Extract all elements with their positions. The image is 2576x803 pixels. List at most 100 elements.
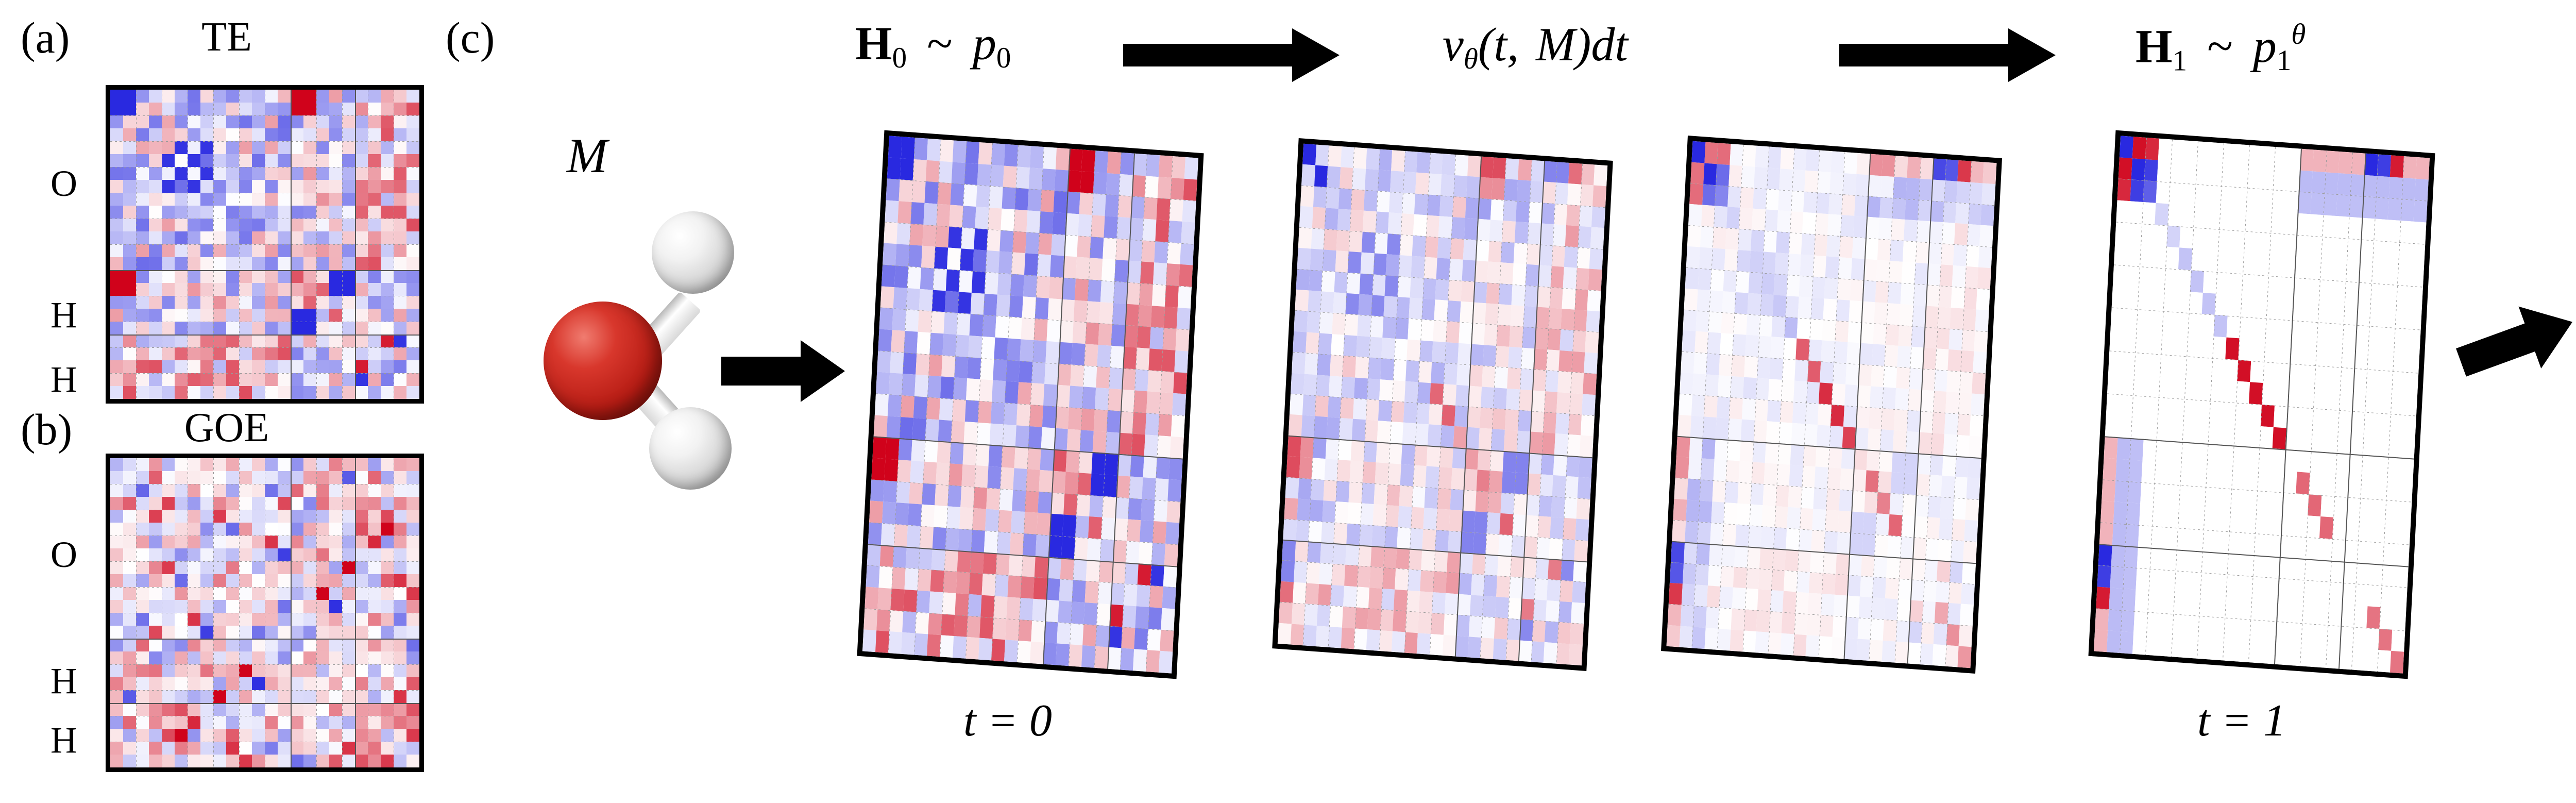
heatmap-cell [1406,590,1420,612]
heatmap-cell [316,523,329,536]
heatmap-cell [188,471,200,484]
heatmap-cell [2368,326,2382,349]
heatmap-cell [226,193,239,206]
heatmap-cell [2240,554,2254,577]
heatmap-cell [1519,619,1533,641]
heatmap-cell [1742,144,1756,167]
heatmap-cell [1309,499,1324,522]
heatmap-cell [1335,480,1350,503]
heatmap-cell [149,309,162,322]
heatmap-cell [1535,558,1549,580]
heatmap-cell [381,574,394,587]
heatmap-cell [291,244,303,257]
heatmap-cell [342,664,355,677]
heatmap-cell [885,200,899,223]
heatmap-cell [1387,212,1402,235]
heatmap-cell [2148,568,2163,592]
heatmap-cell [265,322,278,334]
heatmap-cell [136,206,149,219]
heatmap-cell [2169,420,2183,442]
heatmap-cell [2120,373,2134,395]
heatmap-cell [1039,211,1054,234]
heatmap-cell [1797,550,1811,572]
heatmap-cell [303,510,316,523]
heatmap-cell [394,510,406,523]
heatmap-cell [1298,227,1312,249]
heatmap-cell [355,690,368,703]
heatmap-cell [1491,178,1505,200]
heatmap-cell [1123,583,1138,607]
heatmap-cell [200,574,213,587]
heatmap-cell [2274,147,2288,170]
heatmap-cell [136,115,149,128]
heatmap-cell [1397,527,1411,549]
heatmap-cell [2277,578,2292,601]
heatmap-cell [175,115,188,128]
heatmap-cell [303,334,316,347]
heatmap-cell [381,497,394,510]
heatmap-cell [123,523,136,536]
heatmap-cell [1789,211,1804,234]
heatmap-cell [2398,500,2412,523]
heatmap-cell [2156,181,2170,204]
heatmap-cell [1323,228,1337,251]
heatmap-cell [1065,450,1080,473]
heatmap-cell [2239,316,2253,340]
heatmap-cell [967,615,981,638]
heatmap-cell [368,334,381,347]
heatmap-cell [303,677,316,690]
heatmap-cell [2375,434,2389,457]
heatmap-cell [1032,598,1046,622]
heatmap-cell [1323,479,1337,501]
heatmap-cell [1048,276,1063,299]
heatmap-cell [1385,505,1399,527]
heatmap-cell [239,167,252,180]
heatmap-cell [406,600,419,613]
heatmap-cell [1024,253,1039,276]
heatmap-cell [1300,185,1314,207]
heatmap-cell [303,206,316,219]
heatmap-cell [188,219,200,231]
heatmap-cell [1304,353,1318,375]
heatmap-cell [2173,355,2187,378]
heatmap-cell [2256,253,2270,276]
heatmap-cell [1448,279,1462,302]
heatmap-cell [1711,248,1725,271]
heatmap-cell [200,536,213,548]
suborbital-gridline [110,690,419,691]
heatmap-cell [1552,475,1566,497]
heatmap-cell [1539,474,1553,496]
heatmap-cell [406,231,419,244]
heatmap-cell [1171,156,1185,179]
heatmap-cell [2247,404,2262,426]
heatmap-cell [1772,294,1787,317]
heatmap-cell [2146,375,2160,397]
heatmap-cell [110,334,123,347]
heatmap-cell [149,334,162,347]
heatmap-cell [1353,628,1367,650]
heatmap-cell [123,270,136,283]
heatmap-cell [1021,317,1035,340]
heatmap-cell [2309,214,2324,237]
heatmap-cell [1716,164,1730,186]
heatmap-cell [2198,357,2213,380]
heatmap-cell [2212,595,2226,618]
heatmap-cell [1124,325,1138,348]
heatmap-cell [1800,508,1814,530]
heatmap-cell [1177,286,1192,309]
heatmap-cell [1471,323,1485,345]
heatmap-cell [2373,477,2387,500]
heatmap-cell [2139,504,2154,526]
heatmap-cell [892,308,906,331]
heatmap-cell [239,244,252,257]
heatmap-cell [1976,288,1990,311]
heatmap-cell [1020,339,1034,362]
heatmap-cell [2319,516,2334,539]
heatmap-cell [200,471,213,484]
heatmap-cell [1814,466,1828,489]
heatmap-cell [239,561,252,574]
heatmap-cell [1079,192,1093,215]
heatmap-cell [303,296,316,309]
heatmap-cell [355,257,368,270]
heatmap-cell [136,334,149,347]
